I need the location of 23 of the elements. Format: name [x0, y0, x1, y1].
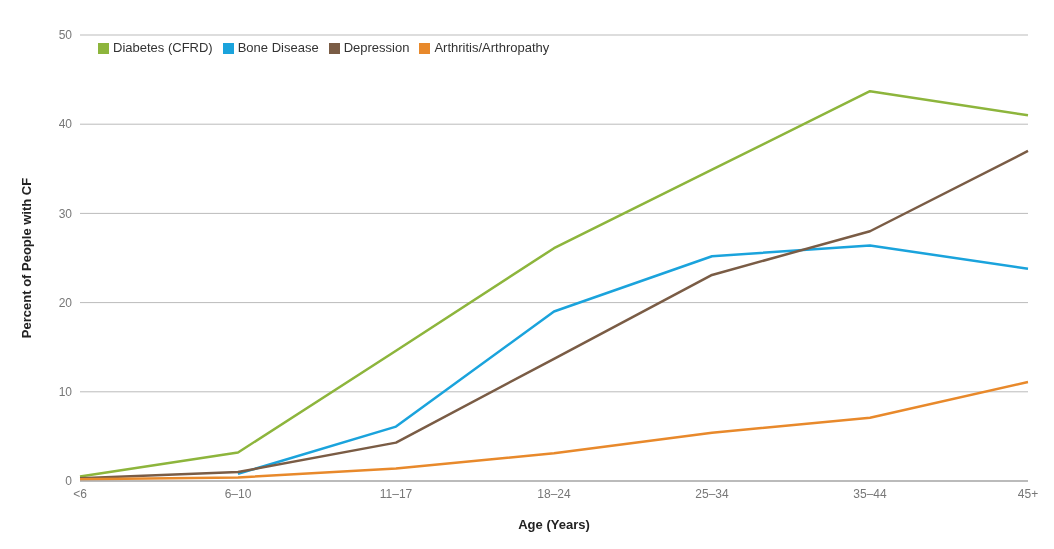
x-tick-label: 45+	[1017, 486, 1039, 501]
legend-label: Diabetes (CFRD)	[113, 40, 213, 55]
x-tick-label: 6–10	[224, 486, 252, 501]
y-tick-label: 50	[58, 28, 73, 43]
line-series	[78, 89, 1030, 478]
line-series	[236, 244, 1030, 476]
x-axis-title: Age (Years)	[518, 517, 590, 532]
legend-label: Arthritis/Arthropathy	[434, 40, 550, 55]
line-series	[78, 380, 1030, 481]
y-axis-title: Percent of People with CF	[18, 177, 34, 339]
y-tick-label: 20	[58, 295, 73, 310]
line-series	[78, 149, 1030, 480]
x-tick-label: 18–24	[537, 486, 572, 501]
x-tick-label: 35–44	[853, 486, 888, 501]
legend-label: Depression	[343, 40, 410, 55]
x-tick-label: <6	[73, 486, 88, 501]
y-tick-label: 10	[58, 385, 73, 400]
legend-label: Bone Disease	[237, 40, 319, 55]
y-tick-label: 0	[65, 474, 73, 489]
y-tick-label: 40	[58, 117, 73, 132]
y-tick-label: 30	[58, 206, 73, 221]
x-tick-label: 11–17	[379, 486, 413, 501]
x-tick-label: 25–34	[695, 486, 730, 501]
